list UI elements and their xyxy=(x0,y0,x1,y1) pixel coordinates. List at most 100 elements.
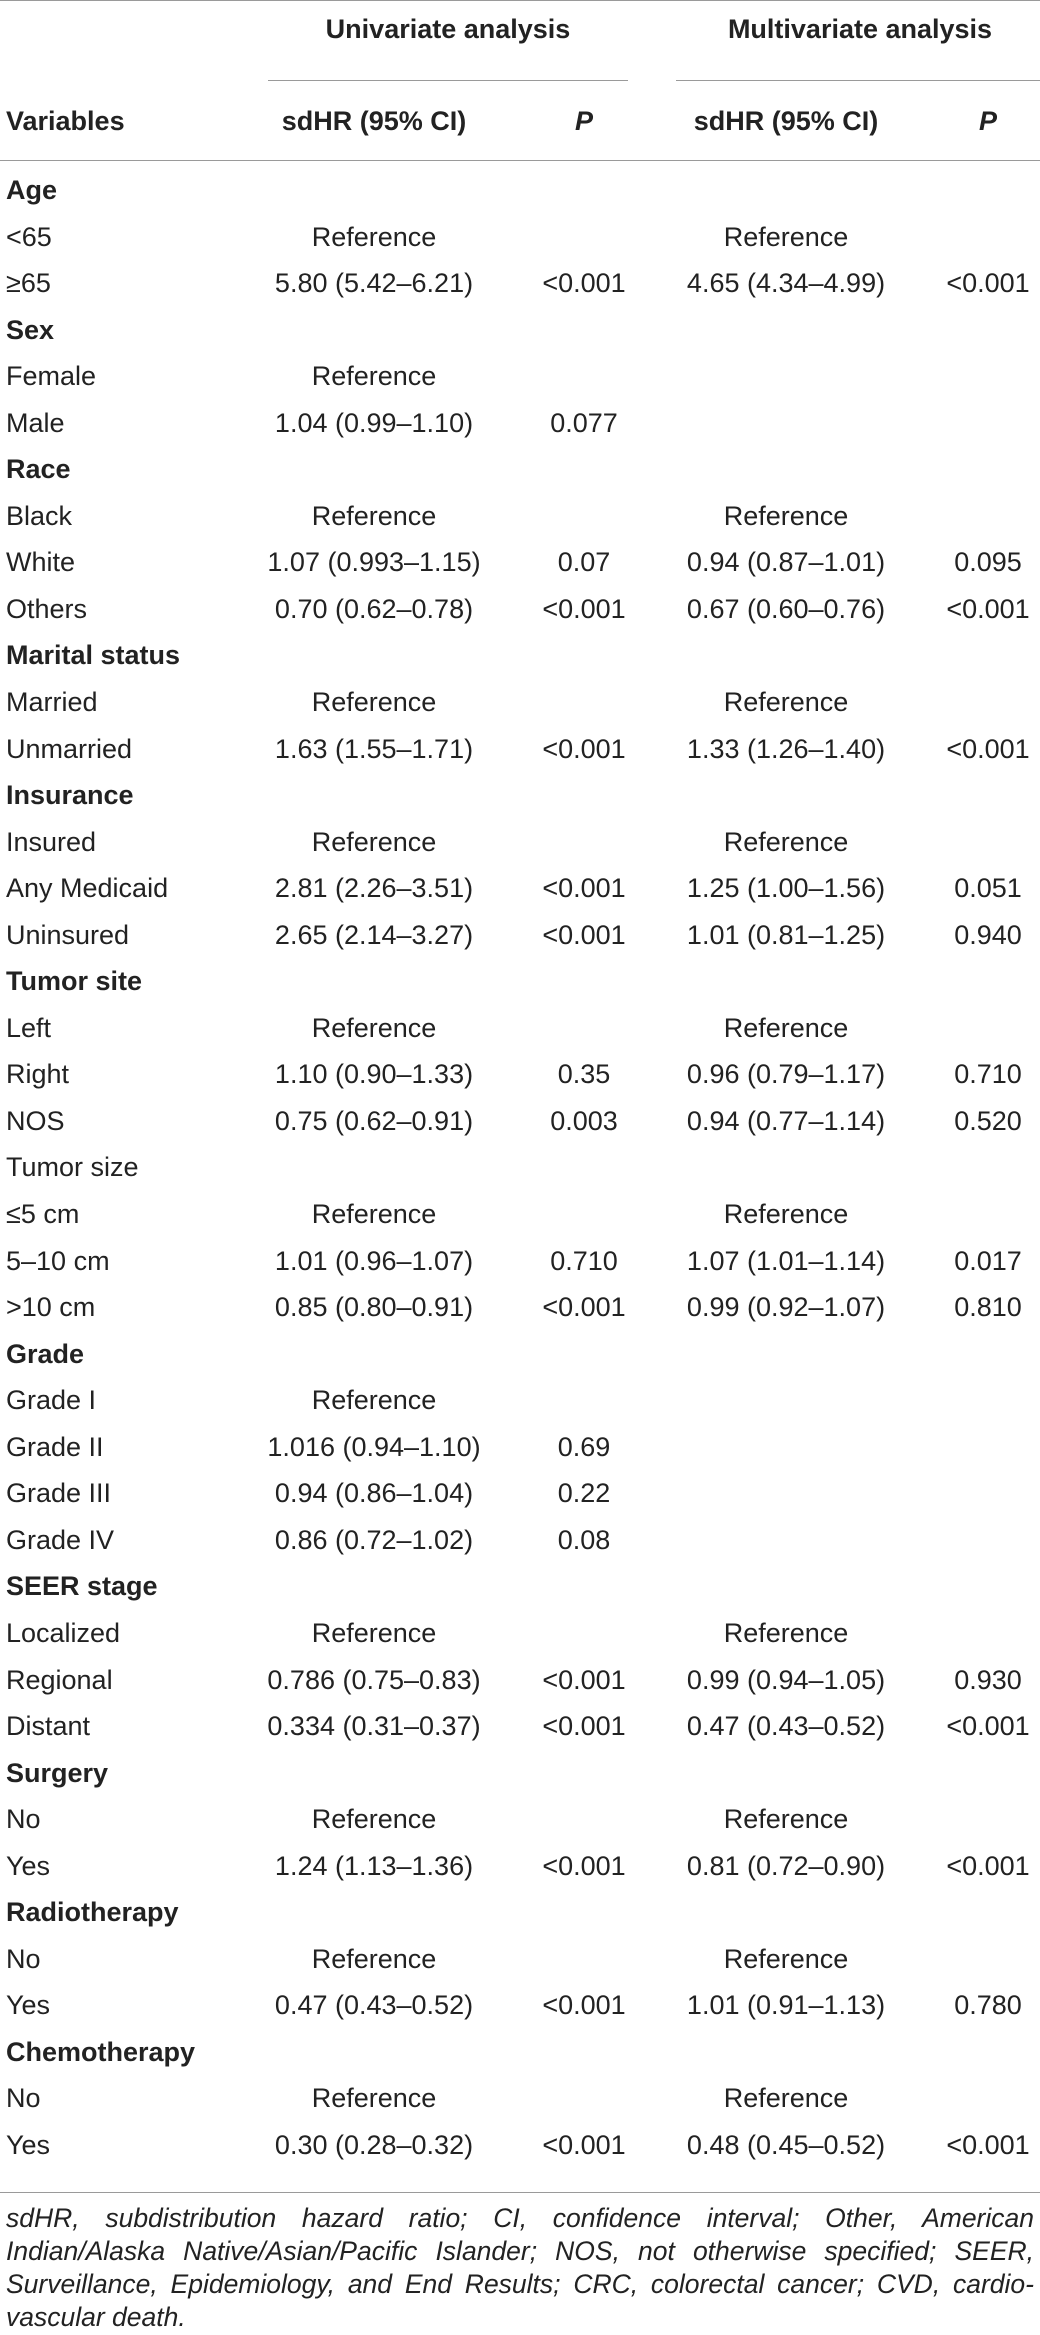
multivariate-sdhr-cell: 1.07 (1.01–1.14) xyxy=(686,1245,886,1276)
multivariate-p-cell: <0.001 xyxy=(946,1711,1030,1742)
univariate-sdhr-cell: 0.94 (0.86–1.04) xyxy=(274,1478,474,1509)
multivariate-p-cell: 0.710 xyxy=(954,1059,1022,1090)
variable-cell: Tumor site xyxy=(6,966,143,997)
section-header-row: Chemotherapy xyxy=(0,2030,1040,2077)
table-row: Grade IV 0.86 (0.72–1.02) 0.08 xyxy=(0,1518,1040,1565)
univariate-p-cell: <0.001 xyxy=(542,919,626,950)
multivariate-p-column-header: P xyxy=(978,106,998,136)
section-header-row: Insurance xyxy=(0,773,1040,820)
multivariate-sdhr-cell: Reference xyxy=(723,687,849,718)
multivariate-p-cell: 0.095 xyxy=(954,547,1022,578)
variable-cell: Grade IV xyxy=(6,1524,115,1555)
multivariate-sdhr-cell: 1.33 (1.26–1.40) xyxy=(686,733,886,764)
multivariate-p-cell: <0.001 xyxy=(946,733,1030,764)
multivariate-sdhr-cell: Reference xyxy=(723,2083,849,2114)
variables-column-header: Variables xyxy=(6,106,125,136)
univariate-p-cell: <0.001 xyxy=(542,268,626,299)
univariate-sdhr-cell: 1.04 (0.99–1.10) xyxy=(274,407,474,438)
variable-cell: White xyxy=(6,547,76,578)
table-row: No Reference Reference xyxy=(0,1797,1040,1844)
variable-cell: Insurance xyxy=(6,780,134,811)
section-header-row: Marital status xyxy=(0,633,1040,680)
section-header-row: Age xyxy=(0,168,1040,215)
table-row: Grade II 1.016 (0.94–1.10) 0.69 xyxy=(0,1425,1040,1472)
section-header-row: Sex xyxy=(0,308,1040,355)
univariate-sdhr-cell: 1.016 (0.94–1.10) xyxy=(267,1431,481,1462)
univariate-p-cell: 0.003 xyxy=(550,1105,618,1136)
section-header-row: Race xyxy=(0,447,1040,494)
multivariate-sdhr-cell: 0.96 (0.79–1.17) xyxy=(686,1059,886,1090)
univariate-p-cell: 0.22 xyxy=(557,1478,611,1509)
variable-cell: Male xyxy=(6,407,65,438)
univariate-sdhr-cell: Reference xyxy=(311,1943,437,1974)
table-row: No Reference Reference xyxy=(0,1937,1040,1984)
univariate-sdhr-cell: 0.85 (0.80–0.91) xyxy=(274,1292,474,1323)
univariate-sdhr-cell: 2.65 (2.14–3.27) xyxy=(274,919,474,950)
table-row: Insured Reference Reference xyxy=(0,820,1040,867)
multivariate-analysis-header: Multivariate analysis xyxy=(727,14,993,44)
univariate-sdhr-cell: 0.86 (0.72–1.02) xyxy=(274,1524,474,1555)
univariate-p-cell: <0.001 xyxy=(542,733,626,764)
univariate-sdhr-cell: 1.01 (0.96–1.07) xyxy=(274,1245,474,1276)
table-row: No Reference Reference xyxy=(0,2076,1040,2123)
univariate-sdhr-cell: Reference xyxy=(311,687,437,718)
section-header-row: Surgery xyxy=(0,1751,1040,1798)
table-row: Others 0.70 (0.62–0.78) <0.001 0.67 (0.60–0… xyxy=(0,587,1040,634)
multivariate-sdhr-cell: Reference xyxy=(723,1199,849,1230)
variable-cell: Black xyxy=(6,500,73,531)
univariate-p-cell: 0.69 xyxy=(557,1431,611,1462)
variable-cell: No xyxy=(6,1804,41,1835)
univariate-p-cell: <0.001 xyxy=(542,1711,626,1742)
multivariate-p-cell: <0.001 xyxy=(946,2129,1030,2160)
multivariate-p-cell: <0.001 xyxy=(946,268,1030,299)
variable-cell: Distant xyxy=(6,1711,91,1742)
section-header-row: Grade xyxy=(0,1332,1040,1379)
table-row: Grade I Reference xyxy=(0,1378,1040,1425)
univariate-sdhr-cell: Reference xyxy=(311,1199,437,1230)
variable-cell: Race xyxy=(6,454,71,485)
table-row: Uninsured 2.65 (2.14–3.27) <0.001 1.01 (0.8… xyxy=(0,913,1040,960)
univariate-p-cell: 0.077 xyxy=(550,407,618,438)
variable-cell: Married xyxy=(6,687,98,718)
table-row: ≤5 cm Reference Reference xyxy=(0,1192,1040,1239)
header-bottom-rule xyxy=(0,160,1040,161)
univariate-p-cell: 0.08 xyxy=(557,1524,611,1555)
table-row: Grade III 0.94 (0.86–1.04) 0.22 xyxy=(0,1471,1040,1518)
univariate-sdhr-cell: Reference xyxy=(311,826,437,857)
univariate-sdhr-cell: Reference xyxy=(311,1012,437,1043)
multivariate-sdhr-cell: 0.48 (0.45–0.52) xyxy=(686,2129,886,2160)
table-row: Married Reference Reference xyxy=(0,680,1040,727)
table-row: Localized Reference Reference xyxy=(0,1611,1040,1658)
univariate-sdhr-cell: Reference xyxy=(311,2083,437,2114)
univariate-analysis-header: Univariate analysis xyxy=(325,14,571,44)
variable-cell: Surgery xyxy=(6,1757,109,1788)
univariate-sdhr-cell: 0.70 (0.62–0.78) xyxy=(274,593,474,624)
table-bottom-rule xyxy=(0,2192,1040,2193)
multivariate-p-cell: 0.810 xyxy=(954,1292,1022,1323)
univariate-sdhr-cell: 1.10 (0.90–1.33) xyxy=(274,1059,474,1090)
univariate-p-cell: 0.35 xyxy=(557,1059,611,1090)
multivariate-sdhr-cell: Reference xyxy=(723,1804,849,1835)
multivariate-sdhr-cell: 0.99 (0.94–1.05) xyxy=(686,1664,886,1695)
multivariate-p-cell: 0.051 xyxy=(954,873,1022,904)
variable-cell: Chemotherapy xyxy=(6,2036,196,2067)
table-row: Black Reference Reference xyxy=(0,494,1040,541)
variable-cell: Unmarried xyxy=(6,733,133,764)
variable-cell: Female xyxy=(6,361,97,392)
multivariate-sdhr-cell: Reference xyxy=(723,1943,849,1974)
variable-cell: Left xyxy=(6,1012,52,1043)
univariate-group-rule xyxy=(268,80,628,81)
univariate-sdhr-cell: Reference xyxy=(311,361,437,392)
section-header-row: Radiotherapy xyxy=(0,1890,1040,1937)
variable-cell: ≤5 cm xyxy=(6,1199,80,1230)
multivariate-sdhr-cell: Reference xyxy=(723,1617,849,1648)
multivariate-sdhr-cell: 1.01 (0.91–1.13) xyxy=(686,1990,886,2021)
univariate-sdhr-cell: 0.75 (0.62–0.91) xyxy=(274,1105,474,1136)
variable-cell: 5–10 cm xyxy=(6,1245,110,1276)
variable-cell: Radiotherapy xyxy=(6,1897,179,1928)
table-row: <65 Reference Reference xyxy=(0,215,1040,262)
univariate-p-cell: <0.001 xyxy=(542,593,626,624)
variable-cell: Localized xyxy=(6,1617,121,1648)
univariate-sdhr-cell: 0.47 (0.43–0.52) xyxy=(274,1990,474,2021)
variable-cell: Marital status xyxy=(6,640,181,671)
